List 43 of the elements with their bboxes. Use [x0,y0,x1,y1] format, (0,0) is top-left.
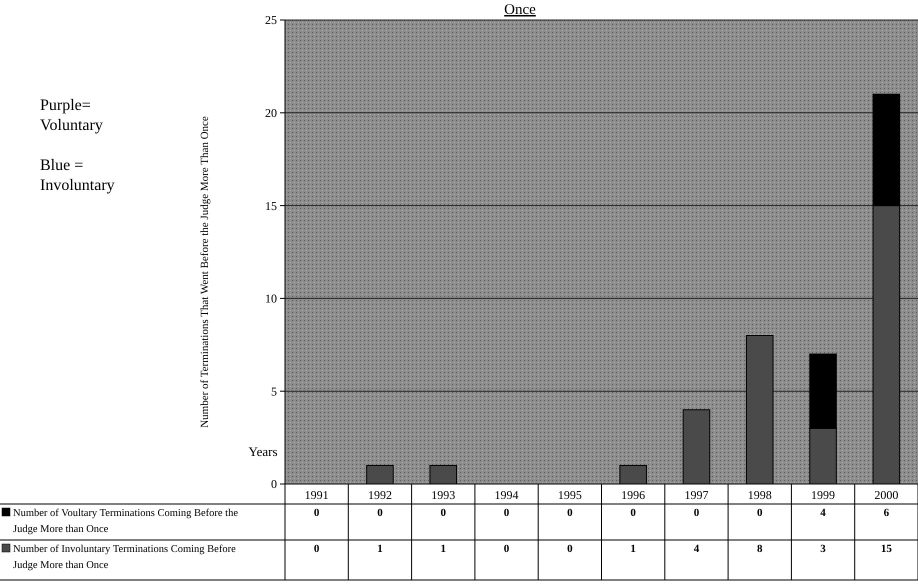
legend-label: Number of Involuntary Terminations Coming Before Judge More than Once [13,544,236,571]
data-label: 0 [757,507,763,519]
data-label: 15 [880,543,892,555]
text: Blue = Involuntary [40,157,115,194]
y-tick-label: 15 [265,198,277,213]
data-label: 0 [630,507,636,519]
data-label: 8 [757,543,763,555]
x-tick-label: 1994 [494,488,519,502]
y-axis-title: Number of Terminations That Went Before the Judge More Than Once [199,116,211,428]
x-tick-label: 1992 [368,488,392,502]
y-tick-label: 0 [271,477,277,492]
x-tick-label: 1998 [748,488,772,502]
data-label: 0 [314,543,320,555]
data-label: 0 [314,507,320,519]
data-label: 4 [694,543,700,555]
data-label: 1 [377,543,383,555]
x-tick-label: 1996 [621,488,646,502]
x-tick-label: 1999 [811,488,836,502]
x-tick-label: 1993 [431,488,456,502]
data-label: 1 [630,543,636,555]
data-label: 0 [377,507,384,519]
data-label: 0 [567,543,574,555]
data-label: 6 [884,507,890,519]
data-label: 0 [504,507,510,519]
data-label: 0 [567,507,574,519]
y-tick-label: 20 [265,106,277,120]
y-tick-label: 25 [265,13,277,28]
x-tick-label: 1997 [684,488,708,502]
x-tick-label: 1991 [304,488,329,502]
data-label: 4 [820,507,826,519]
x-tick-label: 1995 [558,488,582,502]
data-label: 0 [440,507,446,519]
x-tick-label: 2000 [874,488,898,502]
chart-title: Once [504,2,536,18]
legend-label: Number of Voultary Terminations Coming Before the Judge More than Once [13,508,238,535]
data-label: 3 [820,543,826,555]
data-label: 1 [440,543,446,555]
y-tick-label: 10 [265,292,277,306]
text: Purple= Voluntary [40,97,103,134]
x-axis-title: Years [248,444,278,459]
data-label: 0 [504,543,510,555]
data-label: 0 [694,507,700,519]
y-tick-label: 5 [271,384,277,398]
